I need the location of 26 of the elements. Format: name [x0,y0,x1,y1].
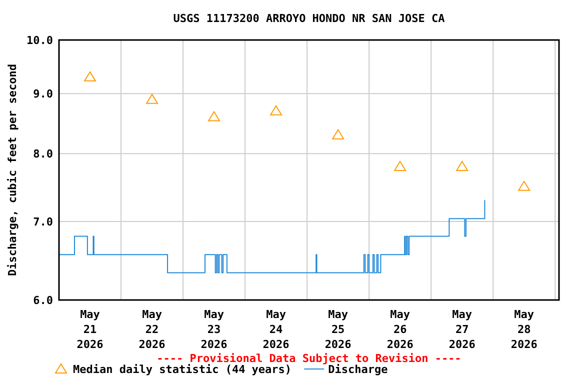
y-tick-label: 6.0 [33,294,53,307]
x-tick-label: May 24 2026 [262,308,290,351]
y-axis-title: Discharge, cubic feet per second [6,64,19,276]
y-tick-label: 10.0 [26,34,53,47]
text: ---- Provisional Data Subject to Revision ---- [156,352,462,365]
x-tick-label: May 27 2026 [448,308,476,351]
x-tick-label: May 28 2026 [510,308,538,351]
x-tick-label: May 23 2026 [200,308,228,351]
point [518,180,530,191]
chart-title: USGS 11173200 ARROYO HONDO NR SAN JOSE CA [173,12,446,25]
point [208,111,220,122]
y-tick-label: 8.0 [33,148,53,161]
legend-label: Discharge [328,363,388,376]
x-tick-label: May 26 2026 [386,308,414,351]
y-tick-label: 9.0 [33,88,53,101]
point [456,160,468,171]
x-tick-label: May 21 2026 [76,308,104,351]
point [270,105,282,116]
y-tick-label: 7.0 [33,216,53,229]
point [332,129,344,140]
x-tick-label: May 22 2026 [138,308,166,351]
x-tick-label: May 25 2026 [324,308,352,351]
legend-label: Median daily statistic (44 years) [73,363,292,376]
point [146,94,158,104]
point [84,71,96,82]
point [394,160,406,171]
